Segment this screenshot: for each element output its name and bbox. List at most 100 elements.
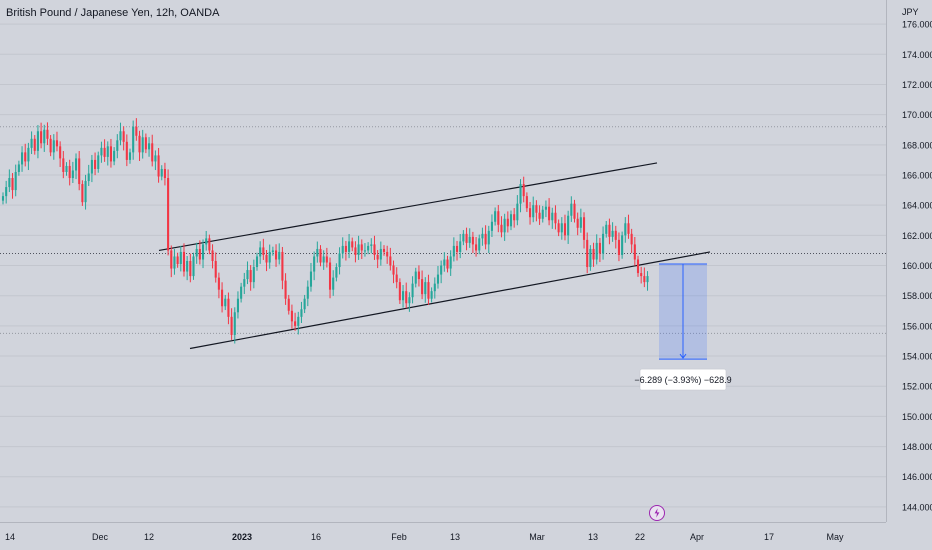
- candle-body: [173, 256, 176, 269]
- candle-body: [636, 259, 640, 274]
- candle-body: [151, 143, 154, 162]
- candle-body: [252, 267, 255, 283]
- candle-body: [27, 147, 30, 162]
- candle-body: [128, 152, 132, 160]
- candle-body: [554, 212, 557, 224]
- candle-body: [459, 241, 462, 252]
- candle-body: [611, 230, 614, 237]
- candle-body: [351, 241, 354, 248]
- candle-body: [602, 233, 605, 254]
- candle-body: [68, 165, 71, 179]
- candle-body: [59, 146, 62, 159]
- price-axis[interactable]: 176.000 174.000 172.000 170.000 168.000 166.0…: [886, 0, 932, 550]
- candle-body: [544, 206, 547, 210]
- price-axis-bg[interactable]: [886, 0, 932, 550]
- lightning-icon[interactable]: [649, 505, 665, 521]
- candle-body: [316, 248, 319, 257]
- candle-body: [211, 250, 214, 261]
- candle-body: [265, 254, 268, 263]
- channel-drawing[interactable]: [158, 162, 711, 350]
- y-tick-label: 146.000: [902, 472, 932, 482]
- channel-lower-line[interactable]: [189, 251, 711, 350]
- candle-body: [122, 131, 125, 142]
- candle-body: [465, 233, 468, 243]
- candle-body: [132, 126, 135, 153]
- y-tick-label: 144.000: [902, 502, 932, 512]
- candle-body: [21, 152, 24, 165]
- x-tick-label: Dec: [92, 532, 109, 542]
- chart-grid: [0, 23, 886, 508]
- candle-body: [52, 140, 55, 153]
- candle-body: [449, 256, 452, 269]
- x-tick-label: 14: [5, 532, 15, 542]
- candle-body: [535, 205, 538, 213]
- candle-body: [424, 282, 427, 295]
- candle-body: [598, 242, 601, 254]
- candle-body: [430, 291, 433, 299]
- candle-body: [567, 215, 570, 236]
- channel-upper-line[interactable]: [158, 162, 658, 252]
- y-tick-label: 172.000: [902, 80, 932, 90]
- candle-body: [646, 276, 649, 283]
- y-tick-label: 158.000: [902, 291, 932, 301]
- candle-body: [230, 316, 233, 335]
- candle-body: [268, 251, 271, 263]
- candle-body: [271, 250, 274, 252]
- candle-body: [551, 212, 554, 221]
- candle-body: [411, 283, 414, 298]
- candle-body: [221, 289, 224, 307]
- candle-body: [586, 239, 589, 268]
- measure-tool[interactable]: −6.289 (−3.93%) −628.9: [634, 263, 732, 391]
- candle-body: [249, 270, 252, 283]
- candle-body: [640, 273, 643, 277]
- candle-body: [255, 256, 259, 268]
- candle-body: [630, 233, 633, 245]
- candle-body: [167, 178, 170, 251]
- candle-body: [344, 245, 347, 252]
- candle-body: [160, 168, 163, 177]
- candle-body: [579, 217, 582, 228]
- time-axis[interactable]: 14 Dec 12 2023 16 Feb 13 Mar 13 22 Apr 17 May: [0, 522, 886, 550]
- candle-body: [287, 298, 290, 311]
- candle-body: [192, 256, 195, 277]
- candle-body: [103, 147, 106, 157]
- candle-body: [328, 262, 332, 290]
- candle-body: [382, 248, 386, 252]
- candle-body: [157, 155, 160, 177]
- candle-body: [455, 245, 459, 252]
- candle-body: [198, 248, 201, 260]
- x-tick-label: Feb: [391, 532, 407, 542]
- candle-body: [633, 244, 636, 260]
- candle-body: [284, 280, 287, 299]
- candle-body: [275, 250, 278, 260]
- candle-body: [90, 159, 93, 174]
- candle-body: [525, 196, 528, 209]
- candles: [1, 118, 649, 344]
- candle-body: [325, 256, 328, 263]
- candle-body: [398, 282, 401, 301]
- candle-body: [522, 184, 525, 197]
- candle-body: [148, 143, 151, 150]
- x-tick-label: 13: [588, 532, 598, 542]
- candle-body: [405, 291, 408, 304]
- candle-body: [36, 131, 39, 151]
- candle-body: [417, 271, 420, 280]
- candle-body: [513, 214, 516, 221]
- candle-body: [373, 244, 376, 255]
- candle-body: [509, 214, 513, 227]
- candle-body: [224, 298, 227, 307]
- candle-body: [608, 224, 611, 237]
- candle-body: [313, 256, 316, 272]
- candle-body: [446, 259, 449, 269]
- key-levels: [0, 126, 886, 334]
- candle-body: [363, 250, 366, 252]
- time-axis-bg[interactable]: [0, 522, 886, 550]
- candle-body: [55, 140, 59, 147]
- candle-body: [205, 238, 208, 245]
- measure-arrow-icon: [679, 353, 687, 359]
- candle-body: [338, 253, 341, 268]
- y-tick-label: 150.000: [902, 412, 932, 422]
- candle-body: [97, 155, 100, 169]
